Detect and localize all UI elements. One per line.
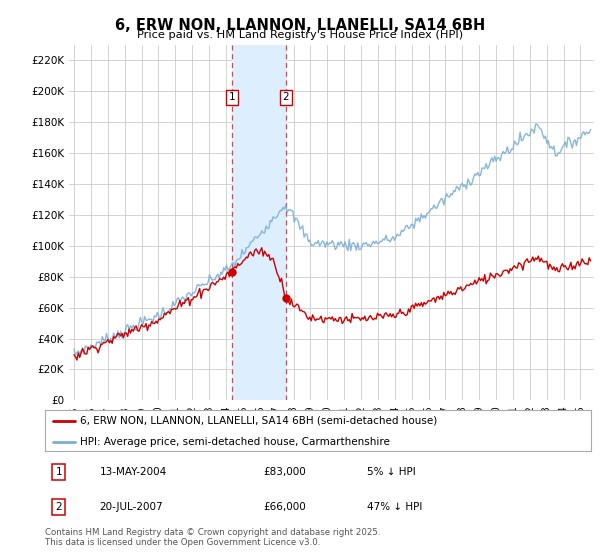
Text: 2: 2 — [55, 502, 62, 512]
Text: 1: 1 — [55, 467, 62, 477]
Text: £66,000: £66,000 — [263, 502, 306, 512]
Text: 1: 1 — [229, 92, 236, 102]
Text: 13-MAY-2004: 13-MAY-2004 — [100, 467, 167, 477]
Text: 2: 2 — [283, 92, 289, 102]
Text: £83,000: £83,000 — [263, 467, 306, 477]
Text: 47% ↓ HPI: 47% ↓ HPI — [367, 502, 422, 512]
Bar — [232, 45, 286, 400]
Text: Price paid vs. HM Land Registry's House Price Index (HPI): Price paid vs. HM Land Registry's House … — [137, 30, 463, 40]
Text: 5% ↓ HPI: 5% ↓ HPI — [367, 467, 416, 477]
Text: Contains HM Land Registry data © Crown copyright and database right 2025.
This d: Contains HM Land Registry data © Crown c… — [45, 528, 380, 547]
Text: 6, ERW NON, LLANNON, LLANELLI, SA14 6BH: 6, ERW NON, LLANNON, LLANELLI, SA14 6BH — [115, 18, 485, 33]
Text: 20-JUL-2007: 20-JUL-2007 — [100, 502, 163, 512]
Text: 6, ERW NON, LLANNON, LLANELLI, SA14 6BH (semi-detached house): 6, ERW NON, LLANNON, LLANELLI, SA14 6BH … — [80, 416, 438, 426]
Text: HPI: Average price, semi-detached house, Carmarthenshire: HPI: Average price, semi-detached house,… — [80, 437, 391, 447]
